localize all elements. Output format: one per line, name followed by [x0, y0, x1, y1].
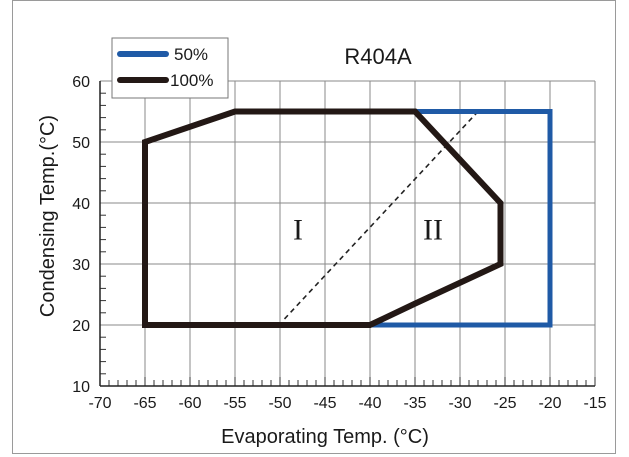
series-100-envelope	[142, 108, 504, 328]
chart-title: R404A	[344, 44, 412, 69]
legend: 50% 100%	[111, 37, 229, 99]
y-axis-label: Condensing Temp.(°C)	[37, 115, 59, 317]
minor-ticks	[100, 92, 587, 386]
x-tick-label: -60	[178, 395, 201, 412]
x-tick-label: -35	[403, 395, 426, 412]
x-tick-label: -25	[493, 395, 516, 412]
x-axis-label: Evaporating Temp. (°C)	[221, 426, 429, 448]
y-tick-label: 30	[72, 257, 90, 274]
y-tick-label: 40	[72, 196, 90, 213]
x-tick-label: -15	[583, 395, 606, 412]
axes	[99, 81, 596, 387]
grid	[100, 80, 596, 386]
y-tick-label: 60	[72, 74, 90, 91]
x-tick-label: -50	[268, 395, 291, 412]
x-tick-label: -70	[88, 395, 111, 412]
legend-label-100: 100%	[170, 71, 213, 90]
region-label-II: II	[423, 214, 443, 247]
y-tick-label: 10	[72, 379, 90, 396]
x-tick-label: -40	[358, 395, 381, 412]
legend-label-50: 50%	[174, 45, 208, 64]
series-50-envelope	[370, 109, 553, 328]
series-layer	[142, 108, 553, 328]
x-tick-label: -45	[313, 395, 336, 412]
y-tick-label: 20	[72, 318, 90, 335]
x-tick-label: -20	[538, 395, 561, 412]
y-tick-label: 50	[72, 135, 90, 152]
tick-labels: -70 -65 -60 -55 -50 -45 -40 -35 -30 -25 -20 -15 10 20…	[72, 74, 606, 412]
legend-box	[111, 37, 229, 99]
region-label-I: I	[293, 214, 303, 247]
x-tick-label: -55	[223, 395, 246, 412]
x-tick-label: -30	[448, 395, 471, 412]
x-tick-label: -65	[133, 395, 156, 412]
